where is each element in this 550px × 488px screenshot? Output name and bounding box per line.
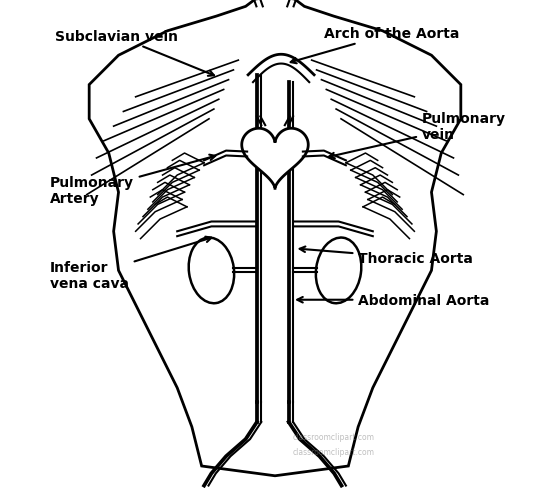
Ellipse shape	[189, 238, 234, 304]
Polygon shape	[89, 0, 461, 476]
Text: Abdominal Aorta: Abdominal Aorta	[297, 293, 490, 307]
Text: Inferior
vena cava: Inferior vena cava	[50, 237, 211, 291]
Text: Arch of the Aorta: Arch of the Aorta	[290, 27, 459, 64]
Text: classroomclipart.com: classroomclipart.com	[293, 432, 375, 441]
Text: Subclavian vein: Subclavian vein	[55, 30, 214, 77]
Text: Pulmonary
vein: Pulmonary vein	[329, 112, 505, 159]
Ellipse shape	[316, 238, 361, 304]
Text: Pulmonary
Artery: Pulmonary Artery	[50, 155, 215, 205]
Polygon shape	[242, 129, 308, 189]
Text: Thoracic Aorta: Thoracic Aorta	[300, 247, 473, 265]
Text: classroomclipart.com: classroomclipart.com	[293, 447, 375, 456]
